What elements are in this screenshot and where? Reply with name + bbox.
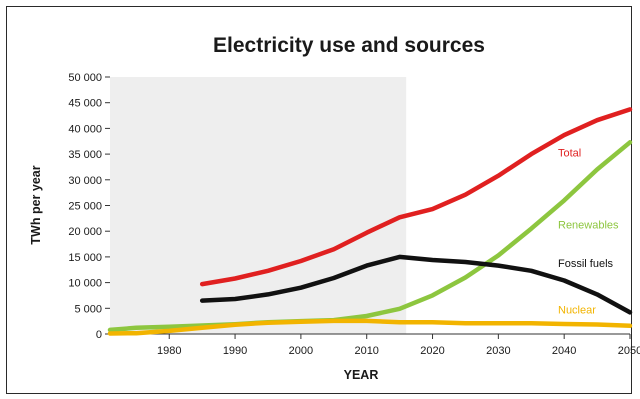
x-tick-label: 2040 [552, 345, 576, 357]
y-axis-ticks: 0 5 000 10 000 15 000 20 000 25 000 30 000 35 0… [68, 72, 110, 341]
y-tick-label: 10 000 [68, 278, 102, 290]
x-axis-label: YEAR [344, 368, 379, 382]
series-label-fossil-fuels: Fossil fuels [558, 258, 614, 270]
x-tick-label: 2020 [420, 345, 444, 357]
x-tick-label: 1980 [157, 345, 181, 357]
y-tick-label: 15 000 [68, 252, 102, 264]
y-tick-label: 50 000 [68, 72, 102, 84]
y-tick-label: 45 000 [68, 98, 102, 110]
series-line-total [199, 107, 633, 287]
chart-title: Electricity use and sources [213, 34, 485, 57]
y-tick-label: 5 000 [74, 303, 102, 315]
y-tick-label: 30 000 [68, 175, 102, 187]
series-label-nuclear: Nuclear [558, 304, 596, 316]
y-tick-label: 25 000 [68, 201, 102, 213]
y-tick-label: 0 [96, 329, 102, 341]
series-line-fossil-fuels [199, 254, 633, 315]
x-tick-label: 2010 [354, 345, 378, 357]
series-labels: Total Renewables Fossil fuels Nuclear [558, 148, 619, 317]
y-tick-label: 40 000 [68, 123, 102, 135]
chart-frame [6, 6, 632, 394]
x-axis-ticks: 1980 1990 2000 2010 2020 2030 2040 2050 [157, 334, 640, 357]
y-axis-label: TWh per year [29, 165, 43, 244]
series-label-total: Total [558, 148, 581, 160]
x-tick-label: 2000 [289, 345, 313, 357]
y-tick-label: 35 000 [68, 149, 102, 161]
x-tick-label: 1990 [223, 345, 247, 357]
historical-shaded-region [110, 77, 407, 334]
series-line-nuclear [107, 318, 633, 336]
series-lines [107, 107, 633, 336]
y-tick-label: 20 000 [68, 226, 102, 238]
x-tick-label: 2030 [486, 345, 510, 357]
x-tick-label: 2050 [618, 345, 640, 357]
series-label-renewables: Renewables [558, 220, 619, 232]
series-line-renewables [107, 140, 633, 333]
